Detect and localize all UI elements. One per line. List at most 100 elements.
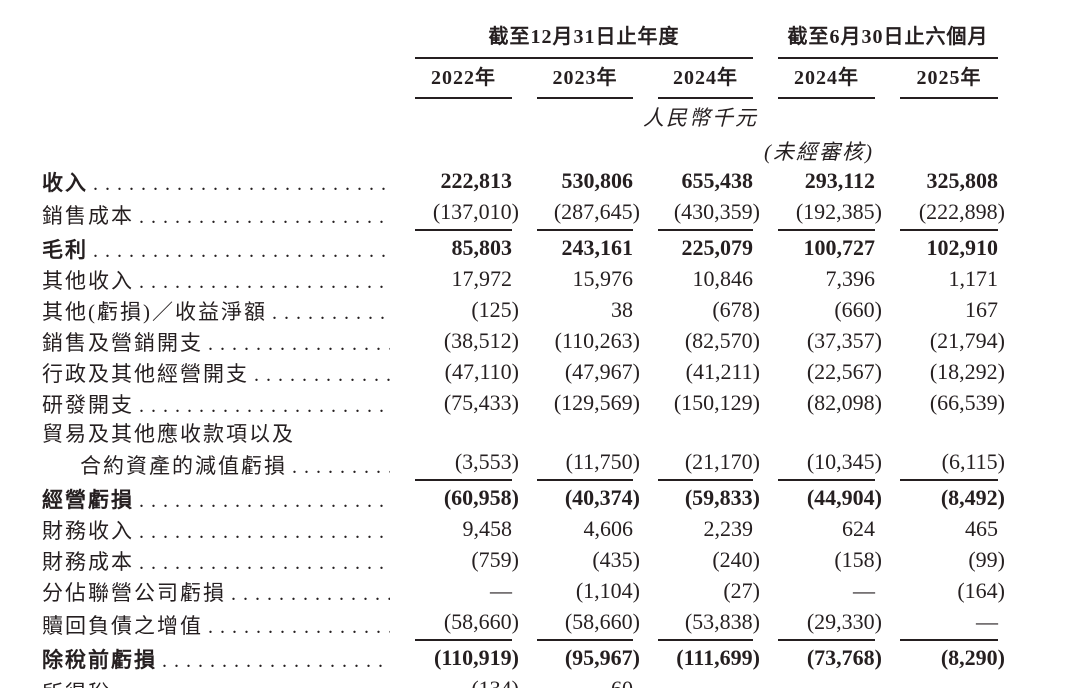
unaudited-note: (未經審核) <box>764 140 874 164</box>
value-2024: (82,570) <box>684 328 760 353</box>
value-cell-2022: 85,803 <box>390 234 513 265</box>
value-2022: 17,972 <box>451 266 513 291</box>
value-2024: (150,129) <box>673 390 760 415</box>
dot-leader <box>134 487 390 515</box>
value-cell-2023: (287,645) <box>512 198 640 234</box>
value-2023: (110,263) <box>554 328 640 353</box>
value-cell-2022: (58,660) <box>390 608 519 644</box>
value-2025-interim: (6,115) <box>941 449 1005 474</box>
value-2022: (3,553) <box>454 449 519 474</box>
value-cell-2022: (137,010) <box>390 198 519 234</box>
value-cell-2025-interim <box>875 420 998 448</box>
row-label: 銷售及營銷開支 <box>42 331 203 355</box>
value-2024-interim: 624 <box>842 516 875 541</box>
value-cell-2024-interim: (660) <box>753 296 882 327</box>
table-row: 經營虧損 (60,958) (40,374) (59,833) (44,904)… <box>42 484 1005 515</box>
year-header-cell: 2024年 <box>753 59 875 99</box>
value-2025-interim: (164) <box>957 578 1005 603</box>
value-cell-2025-interim: 102,910 <box>875 234 999 265</box>
value-2024-interim: (37,357) <box>806 328 882 353</box>
value-2023: (47,967) <box>564 359 640 384</box>
value-2022: 222,813 <box>440 168 513 193</box>
value-2024-interim: 293,112 <box>804 168 875 193</box>
value-2022: (137,010) <box>432 199 519 224</box>
value-cell-2024-interim: (73,768) <box>753 644 882 675</box>
value-cell-2022: 222,813 <box>390 167 513 198</box>
table-row: 合約資產的減值虧損 (3,553) (11,750) (21,170) (10,… <box>42 448 1005 484</box>
value-cell-2024-interim: 293,112 <box>753 167 875 198</box>
value-2024-interim: (29,330) <box>806 609 882 634</box>
dot-leader <box>134 392 390 420</box>
value-2022: (134) <box>471 676 519 688</box>
row-label-cell: 研發開支 <box>42 389 390 420</box>
dot-leader <box>134 549 390 577</box>
row-label-cell: 貿易及其他應收款項以及 <box>42 420 390 448</box>
table-row: 除稅前虧損 (110,919) (95,967) (111,699) (73,7… <box>42 644 1005 675</box>
value-2025-interim: 325,808 <box>926 168 999 193</box>
value-2022: (60,958) <box>443 485 519 510</box>
value-2022: (110,919) <box>434 645 519 670</box>
value-2022: (58,660) <box>443 609 519 634</box>
value-cell-2025-interim: (21,794) <box>875 327 1005 358</box>
value-cell-2024-interim <box>753 420 875 448</box>
dot-leader <box>88 237 390 265</box>
value-2024-interim: — <box>853 676 875 688</box>
value-2025-interim: — <box>976 609 998 634</box>
value-cell-2023: (110,263) <box>512 327 640 358</box>
value-cell-2025-interim: 325,808 <box>875 167 999 198</box>
value-cell-2023: 15,976 <box>512 265 634 296</box>
year-header-row: 2022年 2023年 2024年 2024年 2025年 <box>42 59 998 99</box>
row-label-cell: 其他收入 <box>42 265 390 296</box>
currency-unit-row: 人民幣千元 <box>42 99 998 133</box>
currency-unit-note: 人民幣千元 <box>643 106 758 130</box>
year-header-2022: 2022年 <box>415 66 512 99</box>
value-2024: 655,438 <box>681 168 754 193</box>
value-2023: (287,645) <box>553 199 640 224</box>
value-cell-2025-interim: 465 <box>875 515 998 546</box>
value-cell-2024-interim: (37,357) <box>753 327 882 358</box>
value-cell-2022: (3,553) <box>390 448 519 484</box>
value-2025-interim: 167 <box>965 297 998 322</box>
value-cell-2025-interim: (164) <box>875 577 1005 608</box>
value-2022: — <box>490 578 512 603</box>
value-2024-interim: — <box>853 578 875 603</box>
value-cell-2022: (759) <box>390 546 519 577</box>
value-cell-2023: (11,750) <box>512 448 640 484</box>
value-2024: (41,211) <box>685 359 760 384</box>
row-label-cell: 經營虧損 <box>42 484 390 515</box>
value-cell-2024-interim: (29,330) <box>753 608 882 644</box>
value-cell-2025-interim: — <box>875 675 998 688</box>
value-2024: 225,079 <box>681 235 754 260</box>
row-label: 財務收入 <box>42 519 134 543</box>
value-cell-2023: (435) <box>512 546 640 577</box>
value-cell-2024-interim: (192,385) <box>753 198 882 234</box>
dot-leader <box>134 203 390 231</box>
value-cell-2024: 655,438 <box>633 167 754 198</box>
table-row: 收入 222,813 530,806 655,438 293,112 325,8… <box>42 167 998 198</box>
value-cell-2022: 9,458 <box>390 515 513 546</box>
value-2025-interim: 102,910 <box>926 235 999 260</box>
table-row: 毛利 85,803 243,161 225,079 100,727 102,91… <box>42 234 998 265</box>
value-2024-interim: (10,345) <box>806 449 882 474</box>
table-row: 行政及其他經營開支 (47,110) (47,967) (41,211) (22… <box>42 358 1005 389</box>
year-header-cell: 2024年 <box>633 59 753 99</box>
value-cell-2024: 225,079 <box>633 234 754 265</box>
label-column-spacer <box>42 59 390 99</box>
value-2024: (53,838) <box>684 609 760 634</box>
value-2024: (111,699) <box>676 645 760 670</box>
row-label-cell: 行政及其他經營開支 <box>42 358 390 389</box>
value-2024-interim: (22,567) <box>806 359 882 384</box>
value-2022: (125) <box>471 297 519 322</box>
row-label-cell: 財務成本 <box>42 546 390 577</box>
value-2025-interim: (21,794) <box>929 328 1005 353</box>
unaudited-note-row: (未經審核) <box>42 133 998 167</box>
value-cell-2024-interim: (22,567) <box>753 358 882 389</box>
table-row: 研發開支 (75,433) (129,569) (150,129) (82,09… <box>42 389 1005 420</box>
row-label: 經營虧損 <box>42 488 134 512</box>
row-label: 財務成本 <box>42 550 134 574</box>
value-cell-2022: (60,958) <box>390 484 519 515</box>
value-cell-2025-interim: (8,492) <box>875 484 1005 515</box>
table-row: 貿易及其他應收款項以及 <box>42 420 998 448</box>
value-cell-2022: (75,433) <box>390 389 519 420</box>
column-group-interim: 截至6月30日止六個月 <box>753 24 998 59</box>
